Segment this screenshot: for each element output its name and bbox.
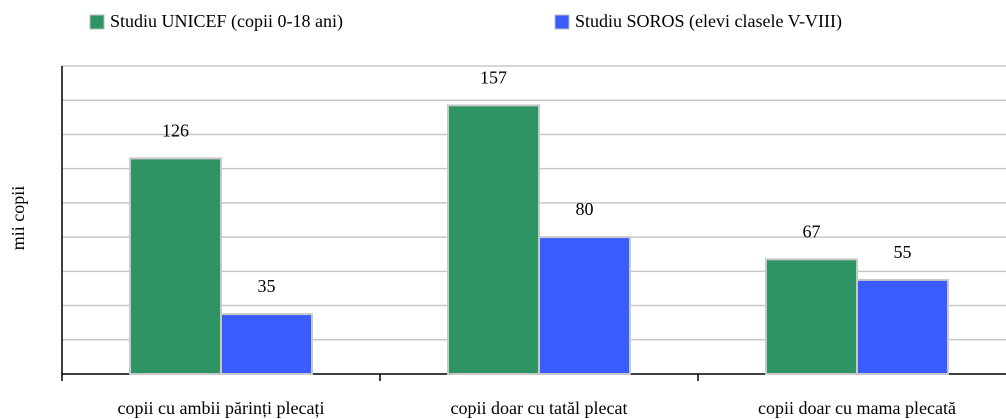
data-label: 80	[576, 199, 594, 219]
legend-label: Studiu UNICEF (copii 0-18 ani)	[110, 11, 343, 32]
bar	[765, 258, 858, 376]
bar	[129, 157, 222, 375]
bar	[538, 236, 631, 375]
x-tick-label: copii doar cu mama plecată	[758, 398, 956, 418]
y-axis-label: mii copii	[8, 186, 28, 251]
data-label: 67	[803, 221, 821, 241]
data-label: 126	[162, 121, 189, 141]
legend-swatch	[89, 14, 105, 30]
data-label: 157	[480, 67, 507, 87]
legend-label: Studiu SOROS (elevi clasele V-VIII)	[575, 11, 842, 32]
x-tick-label: copii cu ambii părinți plecați	[118, 398, 325, 418]
data-label: 55	[894, 242, 912, 262]
legend-swatch	[554, 14, 570, 30]
x-tick-label: copii doar cu tatăl plecat	[451, 398, 628, 418]
bar	[856, 278, 949, 375]
bar	[220, 313, 313, 376]
bar	[447, 104, 540, 375]
data-label: 35	[258, 276, 276, 296]
